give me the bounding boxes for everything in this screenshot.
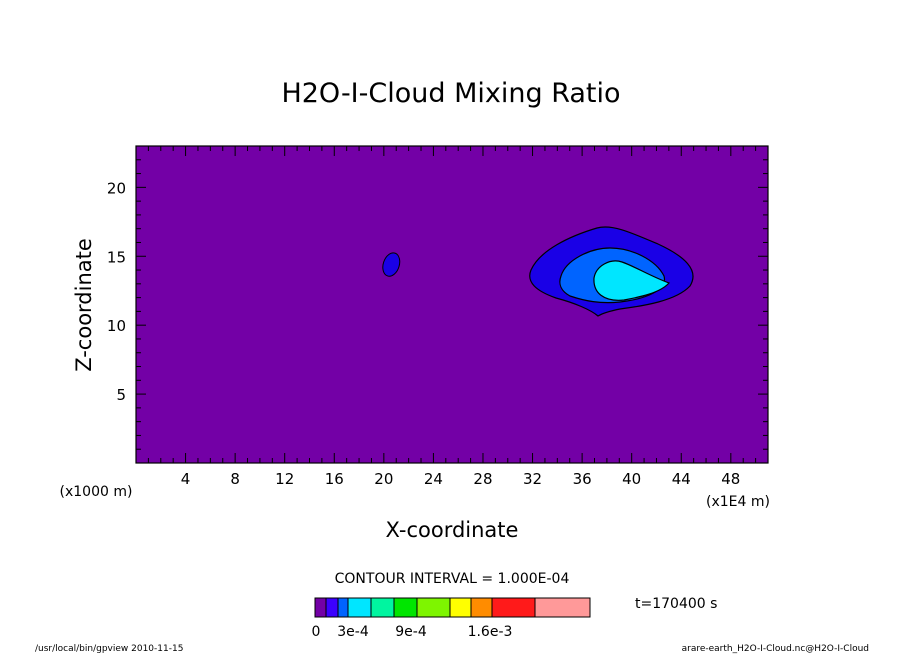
- plot-area: [136, 146, 768, 463]
- x-tick-label: 24: [424, 470, 443, 488]
- small-cloud-contour: [382, 252, 401, 277]
- main-cloud-inner-contour: [593, 260, 671, 301]
- footer-right: arare-earth_H2O-I-Cloud.nc@H2O-I-Cloud: [682, 644, 869, 654]
- cloud-contours: [382, 226, 694, 317]
- colorbar-swatch: [470, 597, 493, 618]
- x-tick-label: 48: [721, 470, 740, 488]
- x-tick-label: 44: [672, 470, 691, 488]
- y-tick-label: 5: [116, 386, 126, 404]
- plot-frame: [135, 145, 769, 464]
- x-tick-label: 20: [374, 470, 393, 488]
- time-label: t=170400 s: [635, 596, 717, 612]
- colorbar-swatch: [337, 597, 349, 618]
- x-tick-label: 32: [523, 470, 542, 488]
- colorbar-swatch: [325, 597, 339, 618]
- x-tick-label: 8: [230, 470, 240, 488]
- x-tick-label: 12: [275, 470, 294, 488]
- colorbar: 0 3e-4 9e-4 1.6e-3: [312, 597, 591, 640]
- colorbar-swatch: [416, 597, 451, 618]
- chart-title: H2O-I-Cloud Mixing Ratio: [281, 78, 620, 109]
- x-tick-label: 16: [325, 470, 344, 488]
- x-axis-title: X-coordinate: [386, 518, 519, 542]
- x-tick-label: 36: [573, 470, 592, 488]
- colorbar-swatch: [449, 597, 472, 618]
- y-tick-label: 10: [107, 317, 126, 335]
- colorbar-label: 1.6e-3: [468, 624, 513, 640]
- colorbar-label: 3e-4: [337, 624, 369, 640]
- x-tick-label: 40: [622, 470, 641, 488]
- y-tick-label: 15: [107, 248, 126, 266]
- colorbar-label: 0: [312, 624, 321, 640]
- y-axis-title: Z-coordinate: [72, 238, 96, 372]
- colorbar-swatch: [347, 597, 372, 618]
- colorbar-swatch: [393, 597, 418, 618]
- plot-background: [136, 146, 768, 463]
- colorbar-swatch: [370, 597, 395, 618]
- colorbar-swatch: [534, 597, 591, 618]
- colorbar-label: 9e-4: [395, 624, 427, 640]
- x-tick-label: 28: [473, 470, 492, 488]
- footer-left: /usr/local/bin/gpview 2010-11-15: [35, 644, 183, 654]
- colorbar-swatch: [491, 597, 536, 618]
- colorbar-swatch: [314, 597, 327, 618]
- y-axis-unit: (x1000 m): [60, 484, 133, 500]
- contour-interval-label: CONTOUR INTERVAL = 1.000E-04: [335, 571, 570, 587]
- x-tick-label: 4: [181, 470, 191, 488]
- x-axis-unit: (x1E4 m): [706, 494, 770, 510]
- y-tick-label: 20: [107, 179, 126, 197]
